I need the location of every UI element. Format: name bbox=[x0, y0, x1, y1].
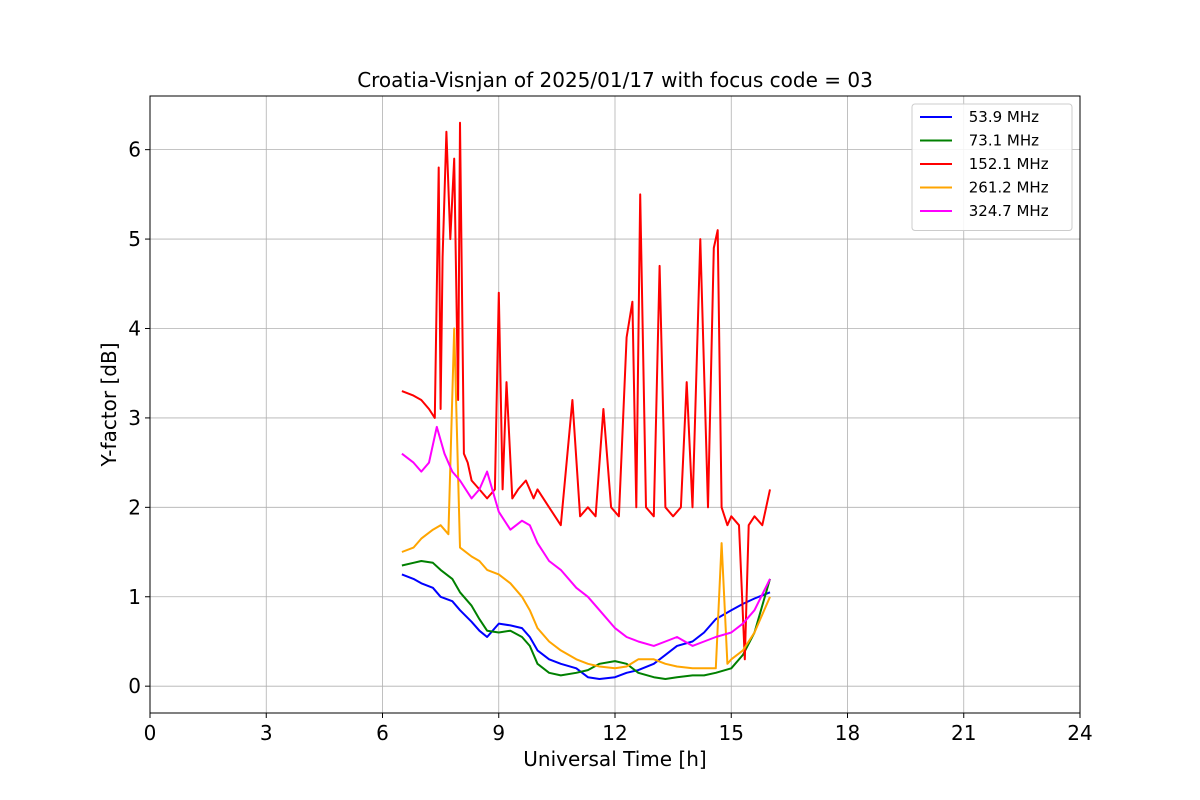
chart-title: Croatia-Visnjan of 2025/01/17 with focus… bbox=[357, 68, 873, 92]
series-layer bbox=[401, 121, 771, 680]
x-tick-label: 21 bbox=[951, 721, 976, 745]
x-tick-label: 0 bbox=[144, 721, 157, 745]
legend-label-1: 53.9 MHz bbox=[964, 108, 1039, 126]
series-line-1 bbox=[401, 573, 771, 680]
x-tick-label: 6 bbox=[376, 721, 389, 745]
legend-box bbox=[911, 103, 1073, 231]
legend-label-3: 152.1 MHz bbox=[964, 155, 1049, 173]
y-tick-label: 5 bbox=[128, 227, 141, 251]
x-tick-label: 24 bbox=[1067, 721, 1092, 745]
x-axis-label: Universal Time [h] bbox=[523, 747, 706, 771]
y-axis-label: Y-factor [dB] bbox=[97, 342, 121, 467]
x-tick-label: 12 bbox=[602, 721, 627, 745]
series-line-4 bbox=[401, 327, 771, 670]
y-tick-label: 2 bbox=[128, 495, 141, 519]
y-tick-label: 4 bbox=[128, 316, 141, 340]
x-tick-label: 15 bbox=[719, 721, 744, 745]
series-line-2 bbox=[401, 560, 771, 680]
legend-label-4: 261.2 MHz bbox=[964, 179, 1049, 197]
y-tick-label: 1 bbox=[128, 585, 141, 609]
series-line-3 bbox=[401, 121, 771, 661]
legend-label-2: 73.1 MHz bbox=[964, 132, 1039, 150]
x-tick-label: 9 bbox=[492, 721, 505, 745]
legend-label-5: 324.7 MHz bbox=[964, 202, 1049, 220]
y-tick-label: 6 bbox=[128, 138, 141, 162]
x-tick-label: 18 bbox=[835, 721, 860, 745]
y-tick-label: 3 bbox=[128, 406, 141, 430]
legend: 53.9 MHz 73.1 MHz 152.1 MHz 261.2 MHz 32… bbox=[911, 103, 1073, 231]
x-tick-label: 3 bbox=[260, 721, 273, 745]
series-line-5 bbox=[401, 425, 771, 647]
y-tick-label: 0 bbox=[128, 674, 141, 698]
